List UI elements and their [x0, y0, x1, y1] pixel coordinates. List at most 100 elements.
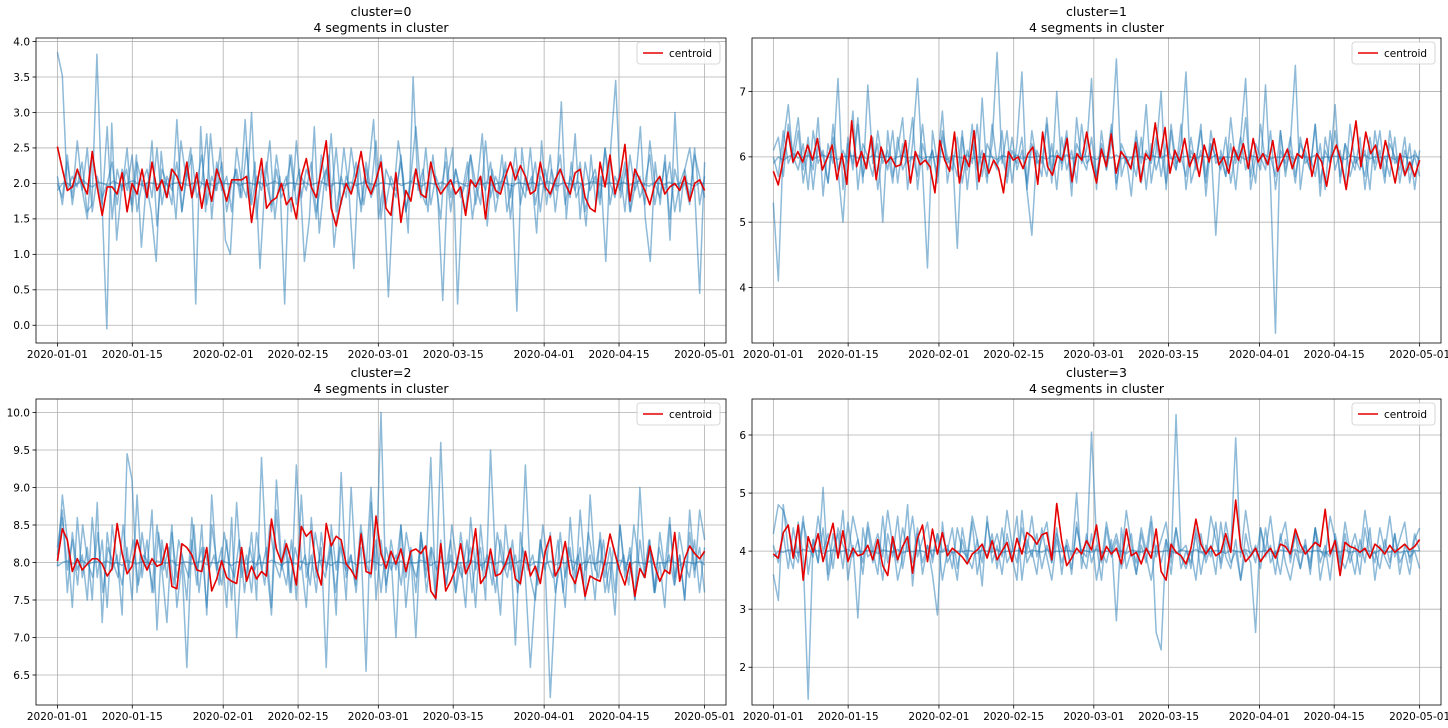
x-tick-label: 2020-01-01	[743, 349, 804, 361]
y-tick-label: 4	[739, 546, 746, 558]
segment-line-0	[772, 51, 1421, 334]
legend-label: centroid	[669, 409, 712, 421]
y-tick-label: 7.5	[13, 595, 30, 607]
y-tick-label: 0.0	[13, 320, 30, 332]
y-tick-label: 9.0	[13, 482, 30, 494]
y-tick-label: 0.5	[13, 285, 30, 297]
chart-subtitle: 4 segments in cluster	[1029, 381, 1165, 396]
y-tick-label: 3.5	[13, 72, 30, 84]
chart-subtitle: 4 segments in cluster	[313, 20, 449, 35]
x-tick-label: 2020-03-01	[1063, 349, 1124, 361]
y-tick-label: 7	[739, 86, 746, 98]
x-tick-label: 2020-05-01	[1389, 711, 1448, 723]
legend-box	[636, 402, 721, 426]
y-tick-label: 3	[739, 604, 746, 616]
y-tick-label: 3.0	[13, 107, 30, 119]
chart-panel-1: cluster=14 segments in cluster 4 5 6 7 2020-0…	[739, 4, 1448, 361]
legend: centroid	[1351, 41, 1436, 65]
y-tick-label: 4	[739, 282, 746, 294]
legend-label: centroid	[669, 48, 712, 60]
x-tick-label: 2020-03-15	[423, 349, 484, 361]
chart-title: cluster=1	[1066, 4, 1127, 19]
segment-line-2	[772, 152, 1421, 164]
chart-title: cluster=0	[351, 4, 412, 19]
plot-frame	[35, 398, 727, 706]
x-tick-label: 2020-01-15	[102, 349, 163, 361]
series-group	[772, 51, 1421, 334]
centroid-line	[56, 140, 706, 227]
y-tick-label: 2.0	[13, 178, 30, 190]
chart-title: cluster=2	[351, 365, 412, 380]
series-group	[772, 413, 1421, 700]
legend: centroid	[636, 41, 721, 65]
x-tick-label: 2020-05-01	[674, 711, 735, 723]
y-tick-label: 7.0	[13, 632, 30, 644]
x-tick-label: 2020-04-01	[514, 349, 575, 361]
segment-line-3	[772, 116, 1421, 223]
chart-title: cluster=3	[1066, 365, 1127, 380]
segment-line-1	[56, 111, 706, 227]
x-tick-label: 2020-04-15	[1304, 349, 1365, 361]
legend: centroid	[1351, 402, 1436, 426]
centroid-line	[772, 120, 1421, 194]
segment-line-2	[56, 559, 706, 567]
x-tick-label: 2020-03-01	[348, 711, 409, 723]
x-tick-label: 2020-03-15	[423, 711, 484, 723]
x-tick-label: 2020-01-15	[818, 711, 879, 723]
x-tick-label: 2020-02-01	[193, 711, 254, 723]
segment-line-3	[56, 456, 706, 699]
chart-panel-2: cluster=24 segments in cluster 6.5 7.0 7.5 8…	[7, 365, 736, 723]
x-tick-label: 2020-01-01	[27, 711, 88, 723]
x-tick-label: 2020-01-01	[27, 349, 88, 361]
y-tick-label: 6	[739, 430, 746, 442]
y-tick-label: 5	[739, 488, 746, 500]
legend: centroid	[636, 402, 721, 426]
y-tick-label: 6	[739, 152, 746, 164]
x-tick-label: 2020-02-15	[983, 711, 1044, 723]
y-tick-label: 8.0	[13, 557, 30, 569]
segment-line-3	[772, 548, 1420, 558]
legend-box	[1351, 402, 1436, 426]
x-tick-label: 2020-03-15	[1138, 711, 1199, 723]
centroid-line	[772, 499, 1421, 581]
plot-frame	[35, 37, 727, 344]
x-tick-label: 2020-05-01	[1389, 349, 1448, 361]
x-tick-label: 2020-04-01	[1229, 711, 1290, 723]
chart-subtitle: 4 segments in cluster	[1029, 20, 1165, 35]
chart-panel-3: cluster=34 segments in cluster 2 3 4 5 6 2020-…	[739, 365, 1448, 723]
series-group	[56, 52, 706, 330]
centroid-line	[56, 515, 706, 600]
x-tick-label: 2020-03-15	[1138, 349, 1199, 361]
y-tick-label: 6.5	[13, 670, 30, 682]
x-tick-label: 2020-02-15	[983, 349, 1044, 361]
y-tick-label: 4.0	[13, 36, 30, 48]
y-tick-label: 10.0	[7, 407, 30, 419]
legend-label: centroid	[1384, 409, 1427, 421]
legend-box	[636, 41, 721, 65]
x-tick-label: 2020-04-15	[1304, 711, 1365, 723]
legend-label: centroid	[1384, 48, 1427, 60]
x-tick-label: 2020-01-15	[818, 349, 879, 361]
chart-subtitle: 4 segments in cluster	[313, 381, 449, 396]
y-tick-label: 8.5	[13, 520, 30, 532]
x-tick-label: 2020-04-01	[514, 711, 575, 723]
x-tick-label: 2020-02-01	[908, 349, 969, 361]
segment-line-2	[772, 492, 1421, 651]
y-tick-label: 9.5	[13, 445, 30, 457]
x-tick-label: 2020-05-01	[674, 349, 735, 361]
chart-panel-0: cluster=04 segments in cluster 0.0 0.5 1.0 1…	[13, 4, 735, 361]
x-tick-label: 2020-03-01	[1063, 711, 1124, 723]
x-tick-label: 2020-02-01	[193, 349, 254, 361]
x-tick-label: 2020-01-15	[102, 711, 163, 723]
x-tick-label: 2020-04-15	[589, 349, 650, 361]
x-tick-label: 2020-02-15	[268, 711, 329, 723]
x-tick-label: 2020-01-01	[743, 711, 804, 723]
x-tick-label: 2020-02-01	[908, 711, 969, 723]
y-tick-label: 2.5	[13, 143, 30, 155]
x-tick-label: 2020-03-01	[348, 349, 409, 361]
y-tick-label: 1.5	[13, 214, 30, 226]
segment-line-3	[56, 147, 706, 213]
legend-box	[1351, 41, 1436, 65]
